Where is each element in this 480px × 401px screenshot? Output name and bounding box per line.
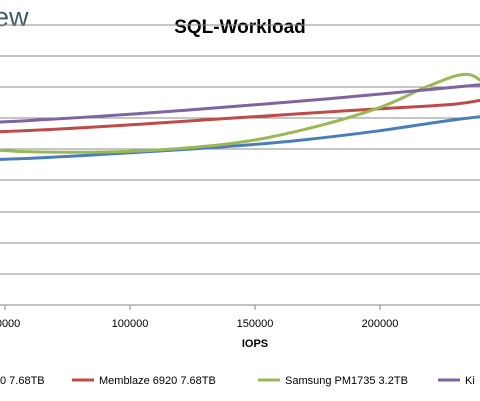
series-line	[0, 98, 480, 134]
series-line	[0, 72, 480, 154]
grid	[0, 24, 480, 275]
x-tick-label: 100000	[112, 318, 149, 330]
x-ticks: 00000 100000 150000 200000	[0, 305, 398, 330]
series-line	[0, 115, 480, 161]
legend-label: Samsung PM1735 3.2TB	[285, 375, 408, 387]
legend-label: Ki	[465, 375, 475, 387]
watermark-text: ew	[0, 2, 29, 32]
legend: 0 7.68TB Memblaze 6920 7.68TB Samsung PM17…	[0, 375, 475, 387]
plot-lines	[0, 72, 480, 161]
series-line	[0, 83, 480, 124]
legend-label: Memblaze 6920 7.68TB	[99, 375, 216, 387]
x-axis-label: IOPS	[242, 338, 268, 350]
x-tick-label: 00000	[0, 318, 20, 330]
x-tick-label: 150000	[237, 318, 274, 330]
x-tick-label: 200000	[362, 318, 399, 330]
chart-title: SQL-Workload	[174, 17, 306, 38]
legend-label: 0 7.68TB	[0, 375, 45, 387]
